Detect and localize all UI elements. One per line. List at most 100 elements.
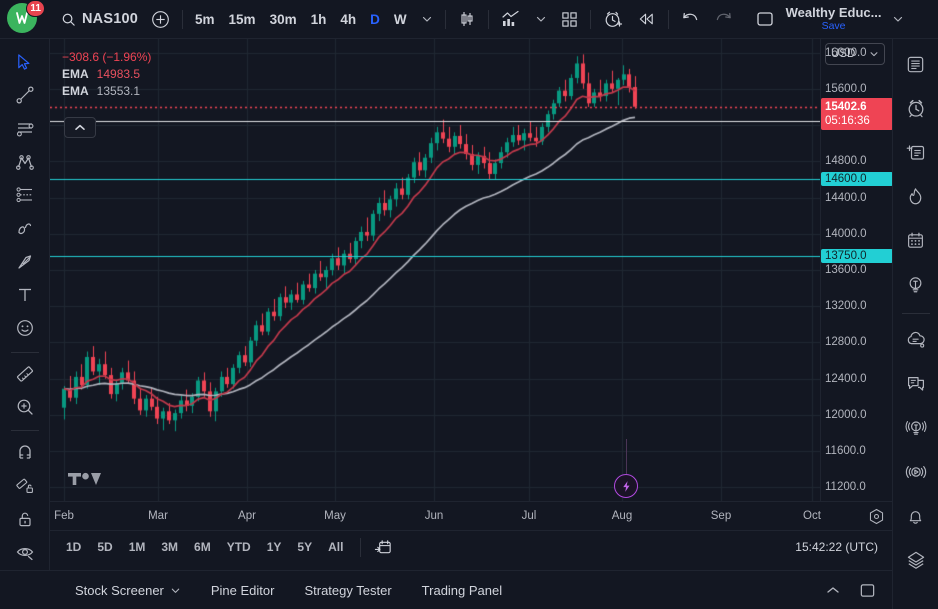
hotlist-flame-icon[interactable] (899, 179, 933, 213)
user-avatar[interactable]: 11 (7, 0, 45, 35)
price-tick: 13600.0 (825, 264, 867, 276)
currency-selector[interactable]: USD (825, 43, 885, 65)
trend-line-tool[interactable] (8, 80, 42, 110)
ideas-lightbulb-icon[interactable] (899, 267, 933, 301)
magnet-mode-tool[interactable] (8, 437, 42, 467)
chevron-down-icon (892, 13, 904, 25)
alerts-clock-icon[interactable] (899, 91, 933, 125)
range-toolbar: 1D 5D 1M 3M 6M YTD 1Y 5Y All 15:42:22 (U… (50, 530, 892, 563)
session-clock[interactable]: 15:42:22 (UTC) (795, 540, 878, 554)
time-axis[interactable]: Feb Mar Apr May Jun Jul Aug Sep Oct (50, 501, 892, 530)
tab-stock-screener[interactable]: Stock Screener (64, 578, 192, 603)
add-symbol-button[interactable] (144, 5, 177, 33)
price-level-label[interactable]: 14600.0 (821, 172, 893, 187)
zoom-in-tool[interactable] (8, 392, 42, 422)
time-tick: May (324, 510, 346, 522)
timeframe-d[interactable]: D (370, 11, 380, 27)
calendar-icon[interactable] (899, 223, 933, 257)
chat-cloud-icon[interactable] (899, 323, 933, 357)
timeframe-w[interactable]: W (393, 11, 407, 27)
plus-circle-icon (151, 10, 170, 29)
fib-retracement-tool[interactable] (8, 180, 42, 210)
layout-name-block[interactable]: Wealthy Educ... Save (782, 5, 886, 33)
maximize-panel-button[interactable] (854, 578, 880, 602)
range-1m[interactable]: 1M (128, 540, 146, 554)
chart-plot-area[interactable]: −308.6 (−1.96%) EMA 14983.5 EMA 13553.1 (50, 39, 820, 501)
range-ytd[interactable]: YTD (226, 540, 251, 554)
time-axis-settings-button[interactable] (866, 506, 886, 526)
range-1y[interactable]: 1Y (266, 540, 282, 554)
chart-style-button[interactable] (451, 5, 483, 33)
legend-ema2-row[interactable]: EMA 13553.1 (62, 83, 151, 100)
price-tick: 12400.0 (825, 372, 867, 385)
toolbar-divider (10, 351, 39, 353)
stream-broadcast-icon[interactable] (899, 455, 933, 489)
range-6m[interactable]: 6M (194, 540, 211, 554)
notification-badge[interactable]: 11 (26, 0, 45, 17)
indicators-button[interactable] (494, 5, 528, 33)
pitchfork-tool[interactable] (8, 147, 42, 177)
layout-name: Wealthy Educ... (785, 5, 882, 20)
goto-date-button[interactable] (370, 535, 396, 559)
current-price-badge[interactable]: 15402.6 05:16:36 (821, 97, 893, 130)
range-5y[interactable]: 5Y (297, 540, 313, 554)
redo-button[interactable] (707, 5, 740, 33)
range-5d[interactable]: 5D (97, 540, 113, 554)
range-1d[interactable]: 1D (66, 540, 82, 554)
legend-ema1-value: 14983.5 (96, 67, 141, 81)
toolbar-divider (487, 9, 489, 29)
tab-trading-panel[interactable]: Trading Panel (421, 582, 503, 598)
price-tick: 11600.0 (825, 445, 866, 458)
collapse-panel-button[interactable] (820, 578, 846, 602)
timeframe-1h[interactable]: 1h (310, 11, 327, 27)
alarm-clock-plus-icon (603, 9, 623, 29)
templates-button[interactable] (554, 5, 585, 33)
public-chats-icon[interactable] (899, 367, 933, 401)
timeframe-more-button[interactable] (414, 5, 440, 33)
toolbar-divider (667, 9, 669, 29)
timeframe-5m[interactable]: 5m (195, 11, 215, 27)
bar-replay-button[interactable] (630, 5, 663, 33)
layers-objects-icon[interactable] (899, 543, 933, 577)
chart-legend: −308.6 (−1.96%) EMA 14983.5 EMA 13553.1 (62, 49, 151, 100)
arrow-marker-tool[interactable] (8, 247, 42, 277)
brush-tool[interactable] (8, 213, 42, 243)
data-window-icon[interactable] (899, 135, 933, 169)
cursor-crosshair-tool[interactable] (8, 47, 42, 77)
undo-button[interactable] (674, 5, 707, 33)
economic-event-marker[interactable] (614, 474, 638, 498)
layout-select-button[interactable] (748, 5, 782, 33)
hide-drawings-tool[interactable] (8, 537, 42, 567)
create-alert-button[interactable] (596, 5, 630, 33)
price-tick: 14800.0 (825, 155, 867, 168)
notifications-bell-icon[interactable] (899, 499, 933, 533)
timeframe-4h[interactable]: 4h (340, 11, 357, 27)
timeframe-30m[interactable]: 30m (269, 11, 297, 27)
tab-strategy-tester[interactable]: Strategy Tester (304, 582, 392, 598)
ideas-broadcast-icon[interactable] (899, 411, 933, 445)
chevron-down-icon[interactable] (170, 585, 181, 596)
tab-pine-editor[interactable]: Pine Editor (210, 582, 275, 598)
text-tool[interactable] (8, 280, 42, 310)
price-axis[interactable]: USD 16000.0 15600.0 14800.0 14400.0 14000.0 1… (820, 39, 893, 501)
drawing-mode-lock-tool[interactable] (8, 470, 42, 500)
horizontal-lines-tool[interactable] (8, 114, 42, 144)
measure-ruler-tool[interactable] (8, 358, 42, 388)
timeframe-15m[interactable]: 15m (228, 11, 256, 27)
range-all[interactable]: All (328, 540, 344, 554)
symbol-search[interactable]: NAS100 (55, 5, 144, 33)
layout-menu-button[interactable] (885, 5, 911, 33)
watchlist-icon[interactable] (899, 47, 933, 81)
tradingview-logo (68, 469, 102, 489)
emoji-sticker-tool[interactable] (8, 313, 42, 343)
indicators-more-button[interactable] (528, 5, 554, 33)
collapse-legend-button[interactable] (64, 117, 96, 138)
lock-drawings-tool[interactable] (8, 503, 42, 533)
save-layout-link[interactable]: Save (821, 20, 846, 32)
price-level-label[interactable]: 13750.0 (821, 249, 893, 264)
range-3m[interactable]: 3M (161, 540, 179, 554)
search-icon (61, 12, 76, 27)
chevron-up-icon (74, 123, 86, 132)
legend-ema1-row[interactable]: EMA 14983.5 (62, 66, 151, 83)
